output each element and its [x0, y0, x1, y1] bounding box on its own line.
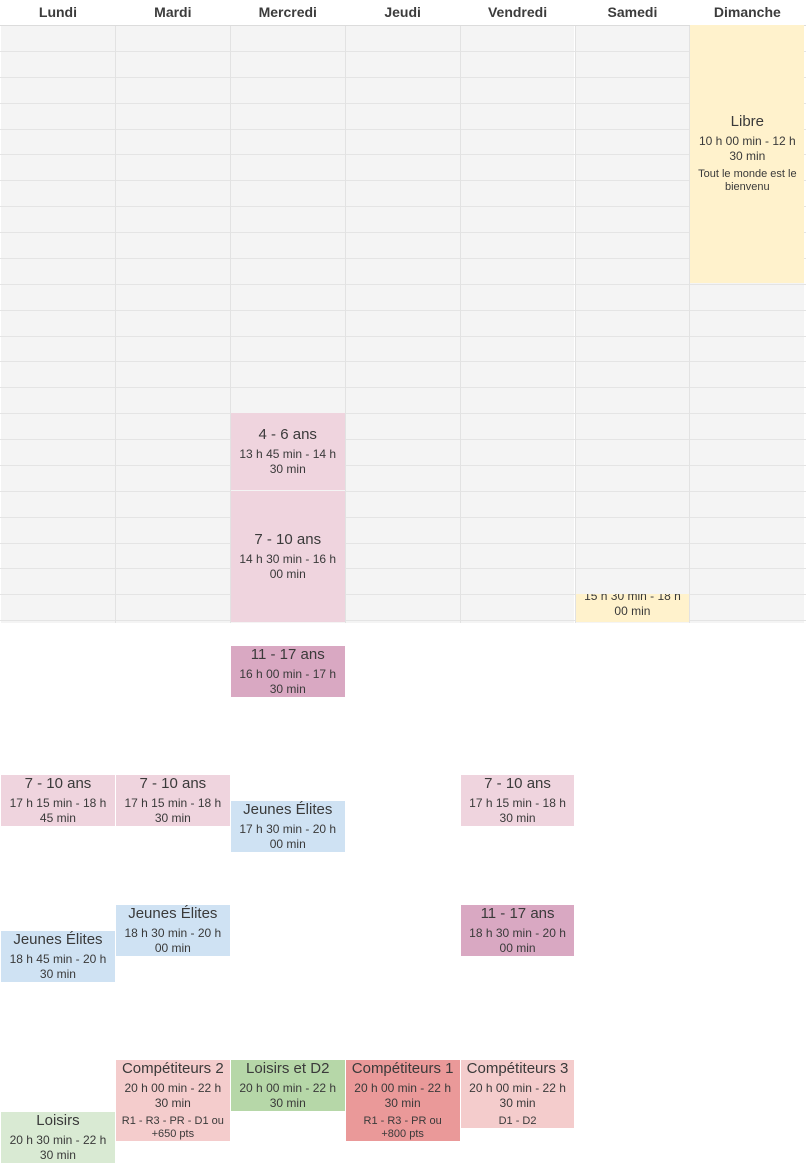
event-time: 20 h 00 min - 22 h 30 min [354, 1081, 451, 1110]
calendar-event[interactable]: 7 - 10 ans 17 h 15 min - 18 h 30 min [115, 775, 230, 827]
grid-row-line [0, 180, 806, 182]
event-time: 17 h 15 min - 18 h 30 min [469, 796, 566, 826]
event-time: 20 h 00 min - 22 h 30 min [469, 1081, 566, 1110]
grid-row-line [0, 490, 806, 492]
calendar-event[interactable]: 4 - 6 ans 13 h 45 min - 14 h 30 min [230, 413, 345, 490]
day-column [1, 0, 115, 623]
event-time: 18 h 30 min - 20 h 00 min [124, 925, 222, 955]
grid-row-line [0, 102, 806, 104]
event-time: 20 h 00 min - 22 h 30 min [124, 1081, 222, 1110]
event-title: Jeunes Élites [13, 930, 103, 948]
calendar-event[interactable]: 7 - 10 ans 17 h 15 min - 18 h 30 min [460, 775, 575, 827]
event-title: 4 - 6 ans [258, 425, 317, 443]
grid-row-line [0, 128, 806, 130]
grid-row-line [0, 283, 806, 285]
grid-row-line [0, 568, 806, 570]
event-note: R1 - R3 - PR ou +800 pts [363, 1115, 442, 1140]
event-time: 15 h 30 min - 18 h 00 min [584, 594, 681, 618]
event-title: Compétiteurs 3 [466, 1060, 569, 1077]
calendar-event[interactable]: Compétiteurs 1 20 h 00 min - 22 h 30 min R… [345, 1060, 460, 1141]
event-title: 7 - 10 ans [254, 530, 322, 548]
calendar-event[interactable]: Jeunes Élites 18 h 45 min - 20 h 30 min [1, 930, 115, 982]
column-divider [689, 0, 691, 623]
column-divider [229, 0, 231, 623]
calendar-event[interactable]: Loisirs 20 h 30 min - 22 h 30 min [1, 1111, 115, 1163]
calendar-event[interactable]: 7 - 10 ans 17 h 15 min - 18 h 45 min [1, 775, 115, 827]
event-time: 18 h 45 min - 20 h 30 min [9, 951, 107, 981]
calendar-header: Lundi Mardi Mercredi Jeudi Vendredi Same… [0, 0, 806, 26]
event-time: 20 h 00 min - 22 h 30 min [239, 1081, 337, 1110]
event-time: 13 h 45 min - 14 h 30 min [239, 446, 337, 476]
day-header-samedi: Samedi [607, 4, 658, 20]
day-header-lundi: Lundi [38, 4, 77, 20]
event-time: 14 h 30 min - 16 h 00 min [239, 551, 337, 581]
event-title: 7 - 10 ans [24, 775, 92, 793]
event-title: Jeunes Élites [243, 801, 333, 819]
grid-row-line [0, 464, 806, 466]
day-column [460, 0, 575, 623]
day-column [575, 0, 690, 623]
grid-row-line [0, 232, 806, 234]
event-time: 10 h 00 min - 12 h 30 min [698, 134, 796, 164]
event-title: 11 - 17 ans [480, 904, 555, 922]
grid-row-line [0, 620, 806, 622]
event-time: 17 h 15 min - 18 h 30 min [124, 796, 222, 826]
calendar-event[interactable]: Jeunes Élites 18 h 30 min - 20 h 00 min [115, 904, 230, 956]
event-title: Libre [730, 113, 765, 131]
grid-row-line [0, 335, 806, 337]
grid-row-line [0, 361, 806, 363]
day-column [115, 0, 230, 623]
calendar-event[interactable]: 11 - 17 ans 16 h 00 min - 17 h 30 min [230, 646, 345, 697]
grid-row-line [0, 439, 806, 441]
event-title: Compétiteurs 1 [351, 1060, 454, 1077]
event-title: 7 - 10 ans [484, 775, 551, 793]
grid-row-line [0, 413, 806, 415]
calendar-event[interactable]: Loisirs et D2 20 h 00 min - 22 h 30 min [230, 1060, 345, 1111]
event-time: 16 h 00 min - 17 h 30 min [239, 667, 337, 696]
column-divider [574, 0, 576, 623]
grid-row-line [0, 50, 806, 52]
event-title: 7 - 10 ans [139, 775, 207, 793]
grid-row-line [0, 516, 806, 518]
calendar-event[interactable]: Jeunes Élites 17 h 30 min - 20 h 00 min [230, 801, 345, 853]
day-header-mercredi: Mercredi [258, 4, 317, 20]
event-title: Compétiteurs 2 [121, 1060, 224, 1077]
day-header-jeudi: Jeudi [384, 4, 421, 20]
event-note: D1 - D2 [498, 1115, 537, 1127]
calendar-event[interactable]: Compétiteurs 3 20 h 00 min - 22 h 30 min D… [460, 1060, 575, 1128]
event-title: Jeunes Élites [128, 904, 218, 922]
grid-row-line [0, 76, 806, 78]
day-header-vendredi: Vendredi [487, 4, 548, 20]
column-divider [344, 0, 346, 623]
event-title: Loisirs [36, 1111, 80, 1129]
column-divider [459, 0, 461, 623]
event-title: 11 - 17 ans [250, 646, 325, 663]
grid-row-line [0, 387, 806, 389]
calendar-event[interactable]: Compétiteurs 2 20 h 00 min - 22 h 30 min R… [115, 1060, 230, 1141]
grid-row-line [0, 542, 806, 544]
day-header-dimanche: Dimanche [713, 4, 781, 20]
calendar-event[interactable]: 7 - 10 ans 14 h 30 min - 16 h 00 min [230, 490, 345, 622]
day-header-mardi: Mardi [154, 4, 192, 20]
grid-row-line [0, 257, 806, 259]
calendar-event[interactable]: 11 - 17 ans 18 h 30 min - 20 h 00 min [460, 904, 575, 956]
event-note: R1 - R3 - PR - D1 ou +650 pts [121, 1115, 224, 1140]
event-note: Tout le monde est le bienvenu [698, 168, 797, 194]
event-title: Loisirs et D2 [246, 1060, 330, 1077]
grid-row-line [0, 154, 806, 156]
event-time: 20 h 30 min - 22 h 30 min [9, 1132, 107, 1162]
event-time: 18 h 30 min - 20 h 00 min [469, 925, 566, 955]
event-time: 17 h 30 min - 20 h 00 min [239, 822, 337, 852]
calendar-event[interactable]: Libre 10 h 00 min - 12 h 30 min Tout le mo… [690, 25, 805, 283]
event-time: 17 h 15 min - 18 h 45 min [9, 796, 107, 826]
grid-row-line [0, 309, 806, 311]
day-column [345, 0, 460, 623]
column-divider [114, 0, 116, 623]
grid-row-line [0, 594, 806, 596]
grid-row-line [0, 206, 806, 208]
